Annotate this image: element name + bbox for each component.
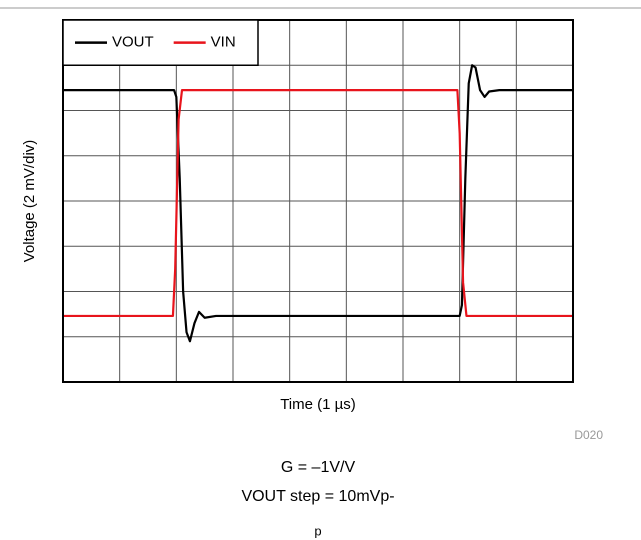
series-line bbox=[63, 89, 573, 318]
x-axis-label: Time (1 µs) bbox=[280, 396, 356, 413]
legend-label: VIN bbox=[211, 34, 236, 51]
caption: p bbox=[314, 523, 321, 538]
figure-id: D020 bbox=[574, 428, 603, 442]
caption: VOUT step = 10mVp- bbox=[241, 488, 394, 505]
y-axis-label: Voltage (2 mV/div) bbox=[21, 140, 38, 263]
legend-label: VOUT bbox=[112, 34, 154, 51]
series-line bbox=[63, 64, 573, 343]
plot-frame bbox=[62, 19, 574, 383]
caption: G = –1V/V bbox=[281, 459, 356, 476]
